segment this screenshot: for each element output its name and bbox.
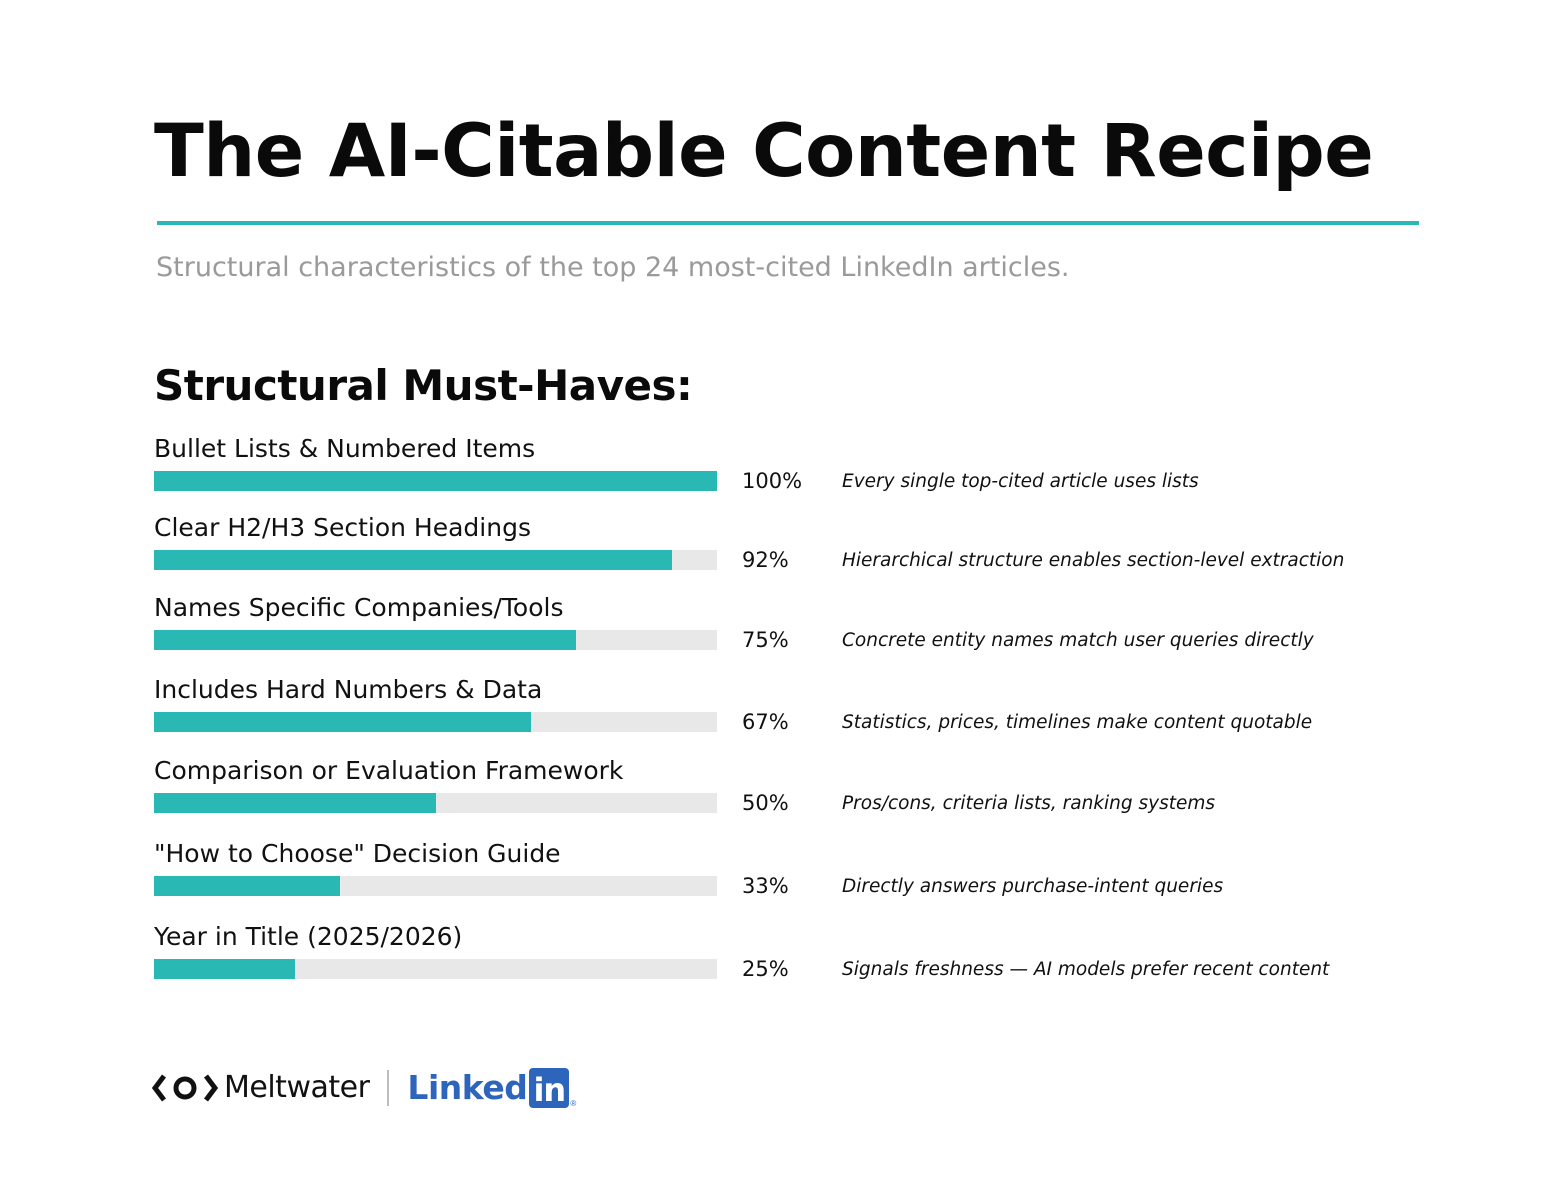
bar-annotation: Concrete entity names match user queries… [842, 630, 1314, 651]
bar [154, 793, 436, 813]
bar-category-label: "How to Choose" Decision Guide [154, 839, 561, 868]
bar-row: Names Specific Companies/Tools 75% Concret… [0, 592, 1563, 672]
section-title: Structural Must-Haves: [154, 361, 693, 410]
bar [154, 959, 295, 979]
bar-annotation: Directly answers purchase-intent queries [842, 876, 1224, 897]
logo-divider [387, 1070, 390, 1106]
bar [154, 876, 340, 896]
bar-annotation: Signals freshness — AI models prefer rec… [842, 959, 1330, 980]
bar-category-label: Includes Hard Numbers & Data [154, 675, 543, 704]
bar [154, 712, 531, 732]
bar-track [154, 471, 717, 491]
bar-row: Clear H2/H3 Section Headings 92% Hierarchi… [0, 512, 1563, 592]
bar-track [154, 876, 717, 896]
bar-row: Year in Title (2025/2026) 25% Signals fres… [0, 921, 1563, 1001]
bar-category-label: Bullet Lists & Numbered Items [154, 434, 536, 463]
bar-value-label: 67% [742, 710, 789, 734]
bar-category-label: Names Specific Companies/Tools [154, 593, 564, 622]
bar-annotation: Pros/cons, criteria lists, ranking syste… [842, 793, 1216, 814]
bar-row: Bullet Lists & Numbered Items 100% Every s… [0, 433, 1563, 513]
meltwater-wordmark: Meltwater [224, 1070, 370, 1105]
bar-row: Comparison or Evaluation Framework 50% Pro… [0, 755, 1563, 835]
bar-track [154, 712, 717, 732]
bar-category-label: Year in Title (2025/2026) [154, 922, 463, 951]
bar-annotation: Every single top-cited article uses list… [842, 471, 1199, 492]
bar [154, 550, 672, 570]
bar-value-label: 50% [742, 791, 789, 815]
bar-value-label: 100% [742, 469, 803, 493]
linkedin-wordmark: Linked [407, 1068, 528, 1107]
bar-category-label: Clear H2/H3 Section Headings [154, 513, 531, 542]
bar-value-label: 25% [742, 957, 789, 981]
bar-value-label: 92% [742, 548, 789, 572]
page-subtitle: Structural characteristics of the top 24… [156, 252, 1070, 283]
bar-annotation: Hierarchical structure enables section-l… [842, 550, 1345, 571]
title-divider [157, 221, 1419, 225]
bar-row: Includes Hard Numbers & Data 67% Statistic… [0, 674, 1563, 754]
bar-category-label: Comparison or Evaluation Framework [154, 756, 624, 785]
bar-track [154, 630, 717, 650]
bar-value-label: 33% [742, 874, 789, 898]
meltwater-logo-icon [152, 1074, 218, 1102]
page-title: The AI-Citable Content Recipe [154, 109, 1374, 194]
bar-track [154, 550, 717, 570]
footer-logos: Meltwater Linked in ® [152, 1066, 576, 1110]
bar-track [154, 959, 717, 979]
bar-track [154, 793, 717, 813]
linkedin-logo-icon: in [529, 1068, 570, 1109]
bar-value-label: 75% [742, 628, 789, 652]
bar [154, 630, 576, 650]
bar [154, 471, 717, 491]
bar-row: "How to Choose" Decision Guide 33% Directl… [0, 838, 1563, 918]
bar-annotation: Statistics, prices, timelines make conte… [842, 712, 1313, 733]
registered-mark: ® [570, 1099, 577, 1108]
